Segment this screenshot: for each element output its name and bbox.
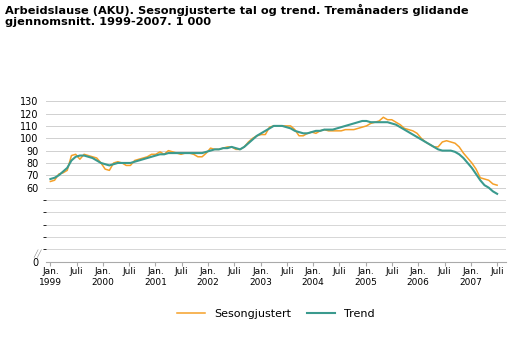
Trend	[410, 133, 416, 137]
Trend	[389, 121, 395, 126]
Trend	[359, 119, 365, 123]
Trend	[182, 151, 189, 155]
Trend	[448, 149, 454, 153]
Sesongjustert	[494, 183, 500, 187]
Text: Arbeidslause (AKU). Sesongjusterte tal og trend. Tremånaders glidande
gjennomsni: Arbeidslause (AKU). Sesongjusterte tal o…	[5, 3, 469, 27]
Sesongjustert	[182, 151, 189, 155]
Trend	[367, 120, 374, 124]
Text: ╱╱: ╱╱	[33, 250, 41, 258]
Sesongjustert	[448, 140, 454, 144]
Line: Trend: Trend	[51, 121, 497, 194]
Sesongjustert	[389, 118, 395, 122]
Trend	[469, 166, 475, 170]
Sesongjustert	[48, 179, 54, 184]
Trend	[48, 177, 54, 181]
Trend	[494, 192, 500, 196]
Sesongjustert	[380, 115, 386, 119]
Legend: Sesongjustert, Trend: Sesongjustert, Trend	[173, 305, 379, 324]
Line: Sesongjustert: Sesongjustert	[51, 117, 497, 185]
Sesongjustert	[469, 161, 475, 165]
Sesongjustert	[363, 124, 369, 128]
Sesongjustert	[410, 129, 416, 133]
